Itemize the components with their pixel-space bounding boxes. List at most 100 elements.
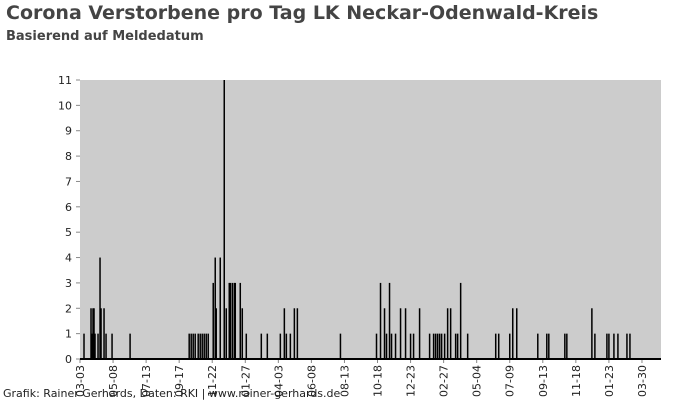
bar bbox=[90, 308, 92, 359]
bar bbox=[229, 282, 232, 359]
y-tick-label: 5 bbox=[65, 226, 72, 239]
y-tick-label: 9 bbox=[65, 125, 72, 138]
bar bbox=[564, 333, 566, 359]
bar bbox=[383, 308, 386, 359]
bar bbox=[385, 333, 388, 359]
x-tick-label: 10-18 bbox=[372, 365, 385, 397]
x-tick-label: 07-09 bbox=[504, 365, 517, 397]
bar bbox=[215, 308, 217, 359]
bar bbox=[94, 333, 96, 359]
bar bbox=[111, 333, 113, 359]
x-tick-label: 03-30 bbox=[636, 365, 649, 397]
source-note: Grafik: Rainer Gerhards, Daten: RKI | ww… bbox=[3, 387, 341, 400]
bar bbox=[279, 333, 282, 359]
bar bbox=[225, 308, 228, 359]
bar bbox=[511, 308, 514, 359]
bar bbox=[91, 333, 93, 359]
bar bbox=[199, 333, 201, 359]
chart-subtitle: Basierend auf Meldedatum bbox=[6, 29, 204, 44]
bar bbox=[266, 333, 269, 359]
y-tick-label: 2 bbox=[65, 302, 72, 315]
bar bbox=[566, 333, 568, 359]
bar bbox=[239, 282, 242, 359]
bar bbox=[390, 333, 393, 359]
bar bbox=[394, 333, 397, 359]
bar bbox=[537, 333, 539, 359]
x-tick-label: 05-08 bbox=[107, 365, 120, 397]
x-tick-label: 07-13 bbox=[140, 365, 153, 397]
chart-title: Corona Verstorbene pro Tag LK Neckar-Ode… bbox=[6, 2, 598, 24]
bar bbox=[194, 333, 196, 359]
y-tick-label: 10 bbox=[58, 99, 72, 112]
bar bbox=[293, 308, 296, 359]
x-tick-label: 09-17 bbox=[173, 365, 186, 397]
bar bbox=[97, 333, 99, 359]
bar bbox=[613, 333, 615, 359]
bar bbox=[223, 80, 225, 359]
y-tick-label: 7 bbox=[65, 175, 72, 188]
x-tick-label: 01-27 bbox=[239, 365, 252, 397]
bar bbox=[443, 333, 446, 359]
bar bbox=[190, 333, 192, 359]
bar bbox=[456, 333, 459, 359]
x-tick-label: 05-04 bbox=[471, 365, 484, 397]
y-tick-label: 4 bbox=[65, 252, 72, 265]
bar bbox=[459, 282, 462, 359]
bar bbox=[296, 308, 299, 359]
x-tick-label: 11-22 bbox=[206, 365, 219, 397]
bar bbox=[428, 333, 431, 359]
bar bbox=[192, 333, 194, 359]
bar bbox=[207, 333, 209, 359]
bar bbox=[219, 257, 221, 359]
bar bbox=[466, 333, 469, 359]
bar bbox=[617, 333, 619, 359]
bar bbox=[446, 308, 449, 359]
y-tick-label: 8 bbox=[65, 150, 72, 163]
y-tick-label: 11 bbox=[58, 74, 72, 87]
bar bbox=[233, 282, 236, 359]
bar bbox=[188, 333, 190, 359]
bar bbox=[212, 282, 214, 359]
bar bbox=[626, 333, 628, 359]
x-tick-label: 03-03 bbox=[74, 365, 87, 397]
x-tick-label: 06-08 bbox=[305, 365, 318, 397]
bar bbox=[418, 308, 421, 359]
bar bbox=[228, 282, 231, 359]
bar bbox=[83, 333, 85, 359]
bar bbox=[399, 308, 402, 359]
bar bbox=[375, 333, 378, 359]
bar bbox=[606, 333, 608, 359]
bar bbox=[241, 308, 244, 359]
y-tick-label: 1 bbox=[65, 328, 72, 341]
bar bbox=[197, 333, 199, 359]
bar bbox=[432, 333, 435, 359]
bar bbox=[92, 308, 94, 359]
bar bbox=[339, 333, 342, 359]
bar bbox=[449, 308, 452, 359]
bar bbox=[608, 333, 610, 359]
bar bbox=[436, 333, 439, 359]
bar bbox=[591, 308, 593, 359]
bar bbox=[546, 333, 548, 359]
bar bbox=[379, 282, 382, 359]
x-tick-label: 08-13 bbox=[338, 365, 351, 397]
bar bbox=[440, 333, 443, 359]
bar bbox=[412, 333, 415, 359]
bar bbox=[205, 333, 207, 359]
x-tick-label: 01-23 bbox=[603, 365, 616, 397]
bar bbox=[201, 333, 203, 359]
bar bbox=[548, 333, 550, 359]
bar bbox=[404, 308, 407, 359]
bar bbox=[516, 308, 518, 359]
bar bbox=[434, 333, 437, 359]
y-tick-label: 6 bbox=[65, 201, 72, 214]
bar bbox=[100, 308, 102, 359]
x-tick-label: 02-27 bbox=[438, 365, 451, 397]
bar bbox=[93, 308, 95, 359]
bar bbox=[289, 333, 292, 359]
bar bbox=[103, 308, 105, 359]
bar bbox=[99, 257, 101, 359]
bar bbox=[497, 333, 500, 359]
bar bbox=[409, 333, 412, 359]
